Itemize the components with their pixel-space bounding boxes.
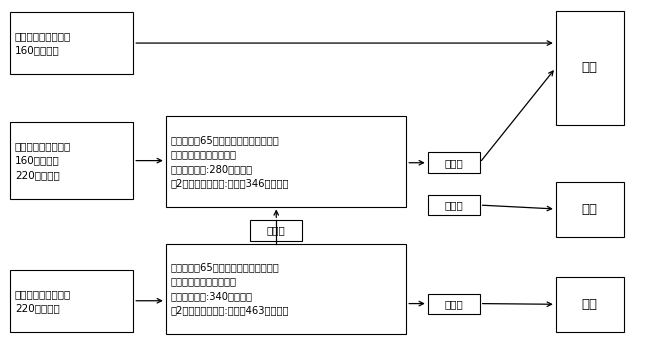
Text: 同一世帯の65歳以上の方の年金収入＋
その他の合計所得金額が
・単身の場合:340万円未満
・2人以上いる場合:世帯で463万円未満: 同一世帯の65歳以上の方の年金収入＋ その他の合計所得金額が ・単身の場合:34… (171, 262, 289, 315)
FancyBboxPatch shape (428, 195, 480, 215)
FancyBboxPatch shape (428, 152, 480, 173)
FancyBboxPatch shape (10, 270, 133, 332)
FancyBboxPatch shape (10, 12, 133, 74)
FancyBboxPatch shape (556, 182, 624, 237)
Text: いいえ: いいえ (445, 200, 463, 210)
Text: 本人の合計所得金額
160万円以上
220万円未満: 本人の合計所得金額 160万円以上 220万円未満 (15, 141, 72, 180)
FancyBboxPatch shape (166, 116, 406, 207)
Text: 本人の合計所得金額
220万円以上: 本人の合計所得金額 220万円以上 (15, 289, 72, 313)
FancyBboxPatch shape (166, 244, 406, 334)
FancyBboxPatch shape (250, 220, 302, 241)
FancyBboxPatch shape (428, 294, 480, 314)
Text: １割: １割 (582, 61, 598, 74)
FancyBboxPatch shape (10, 122, 133, 199)
Text: いいえ: いいえ (445, 299, 463, 309)
Text: ３割: ３割 (582, 298, 598, 311)
Text: は　い: は い (445, 158, 463, 168)
FancyBboxPatch shape (556, 11, 624, 125)
Text: 同一世帯の65歳以上の方の年金収入＋
その他の合計所得金額が
・単身の場合:280万円未満
・2人以上いる場合:世帯で346万円未満: 同一世帯の65歳以上の方の年金収入＋ その他の合計所得金額が ・単身の場合:28… (171, 135, 289, 188)
Text: 本人の合計所得金額
160万円未満: 本人の合計所得金額 160万円未満 (15, 31, 72, 55)
Text: は　い: は い (267, 226, 285, 235)
Text: ２割: ２割 (582, 203, 598, 216)
FancyBboxPatch shape (556, 277, 624, 332)
